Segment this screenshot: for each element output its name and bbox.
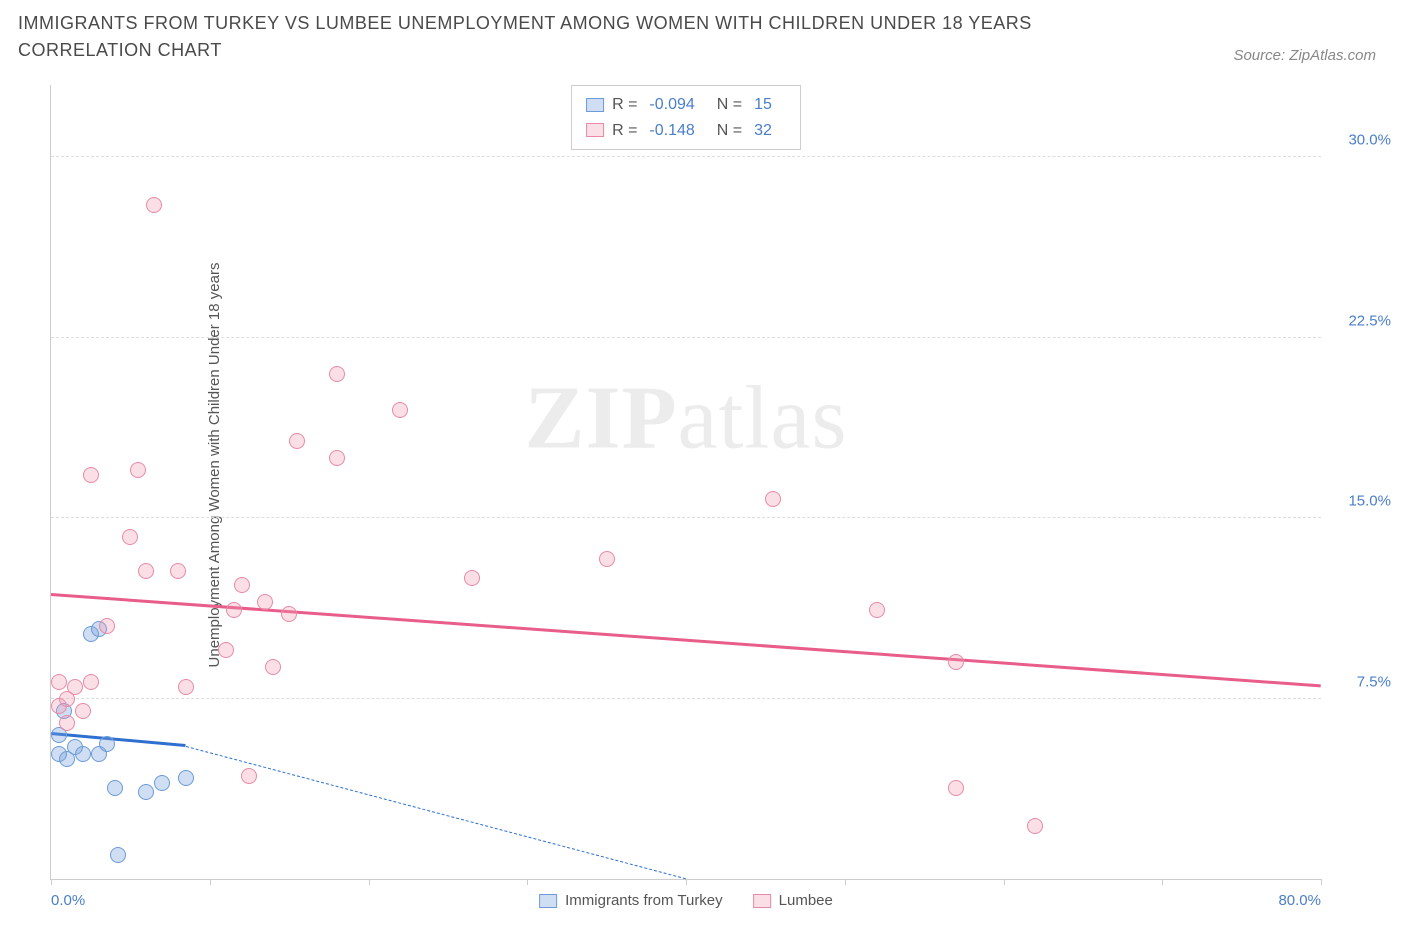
x-tick	[1321, 879, 1322, 885]
scatter-point	[329, 366, 345, 382]
scatter-point	[170, 563, 186, 579]
scatter-point	[75, 703, 91, 719]
legend-swatch-blue	[586, 98, 604, 112]
scatter-point	[154, 775, 170, 791]
trendline	[51, 593, 1321, 687]
y-tick-label: 7.5%	[1331, 673, 1391, 690]
scatter-point	[67, 679, 83, 695]
scatter-point	[75, 746, 91, 762]
scatter-point	[289, 433, 305, 449]
legend-bottom: Immigrants from Turkey Lumbee	[539, 892, 833, 909]
y-tick-label: 30.0%	[1331, 132, 1391, 149]
scatter-point	[122, 529, 138, 545]
x-tick	[1162, 879, 1163, 885]
scatter-point	[1027, 818, 1043, 834]
scatter-point	[99, 736, 115, 752]
legend-item-lumbee: Lumbee	[753, 892, 833, 909]
legend-swatch-turkey	[539, 894, 557, 908]
n-value-1: 15	[754, 92, 772, 118]
chart-title: IMMIGRANTS FROM TURKEY VS LUMBEE UNEMPLO…	[18, 10, 1068, 64]
scatter-point	[138, 563, 154, 579]
scatter-point	[234, 577, 250, 593]
scatter-point	[392, 402, 408, 418]
scatter-point	[218, 642, 234, 658]
x-min-label: 0.0%	[51, 892, 85, 909]
scatter-point	[329, 450, 345, 466]
scatter-point	[138, 784, 154, 800]
r-value-1: -0.094	[649, 92, 694, 118]
legend-item-turkey: Immigrants from Turkey	[539, 892, 723, 909]
scatter-point	[83, 674, 99, 690]
scatter-point	[59, 715, 75, 731]
chart-plot-area: R =-0.094 N =15 R =-0.148 N =32 ZIPatlas…	[50, 85, 1321, 880]
scatter-point	[599, 551, 615, 567]
gridline	[51, 517, 1321, 518]
scatter-point	[51, 674, 67, 690]
scatter-point	[241, 768, 257, 784]
scatter-point	[178, 679, 194, 695]
scatter-point	[265, 659, 281, 675]
scatter-point	[257, 594, 273, 610]
gridline	[51, 698, 1321, 699]
n-value-2: 32	[754, 118, 772, 144]
scatter-point	[464, 570, 480, 586]
legend-row-1: R =-0.094 N =15	[586, 92, 786, 118]
legend-top: R =-0.094 N =15 R =-0.148 N =32	[571, 85, 801, 150]
scatter-point	[178, 770, 194, 786]
scatter-point	[948, 654, 964, 670]
y-tick-label: 22.5%	[1331, 312, 1391, 329]
scatter-point	[281, 606, 297, 622]
x-tick	[845, 879, 846, 885]
x-max-label: 80.0%	[1278, 892, 1321, 909]
x-tick	[527, 879, 528, 885]
x-tick	[51, 879, 52, 885]
scatter-point	[83, 467, 99, 483]
x-tick	[210, 879, 211, 885]
trendline-dashed	[186, 746, 686, 879]
scatter-point	[130, 462, 146, 478]
x-tick	[686, 879, 687, 885]
watermark: ZIPatlas	[525, 367, 848, 470]
scatter-point	[226, 602, 242, 618]
gridline	[51, 156, 1321, 157]
y-tick-label: 15.0%	[1331, 493, 1391, 510]
gridline	[51, 337, 1321, 338]
scatter-point	[110, 847, 126, 863]
scatter-point	[99, 618, 115, 634]
x-tick	[1004, 879, 1005, 885]
source-label: Source: ZipAtlas.com	[1233, 47, 1376, 64]
scatter-point	[107, 780, 123, 796]
legend-row-2: R =-0.148 N =32	[586, 118, 786, 144]
scatter-point	[869, 602, 885, 618]
scatter-point	[146, 197, 162, 213]
x-tick	[369, 879, 370, 885]
legend-swatch-lumbee	[753, 894, 771, 908]
r-value-2: -0.148	[649, 118, 694, 144]
scatter-point	[948, 780, 964, 796]
scatter-point	[765, 491, 781, 507]
legend-swatch-pink	[586, 123, 604, 137]
